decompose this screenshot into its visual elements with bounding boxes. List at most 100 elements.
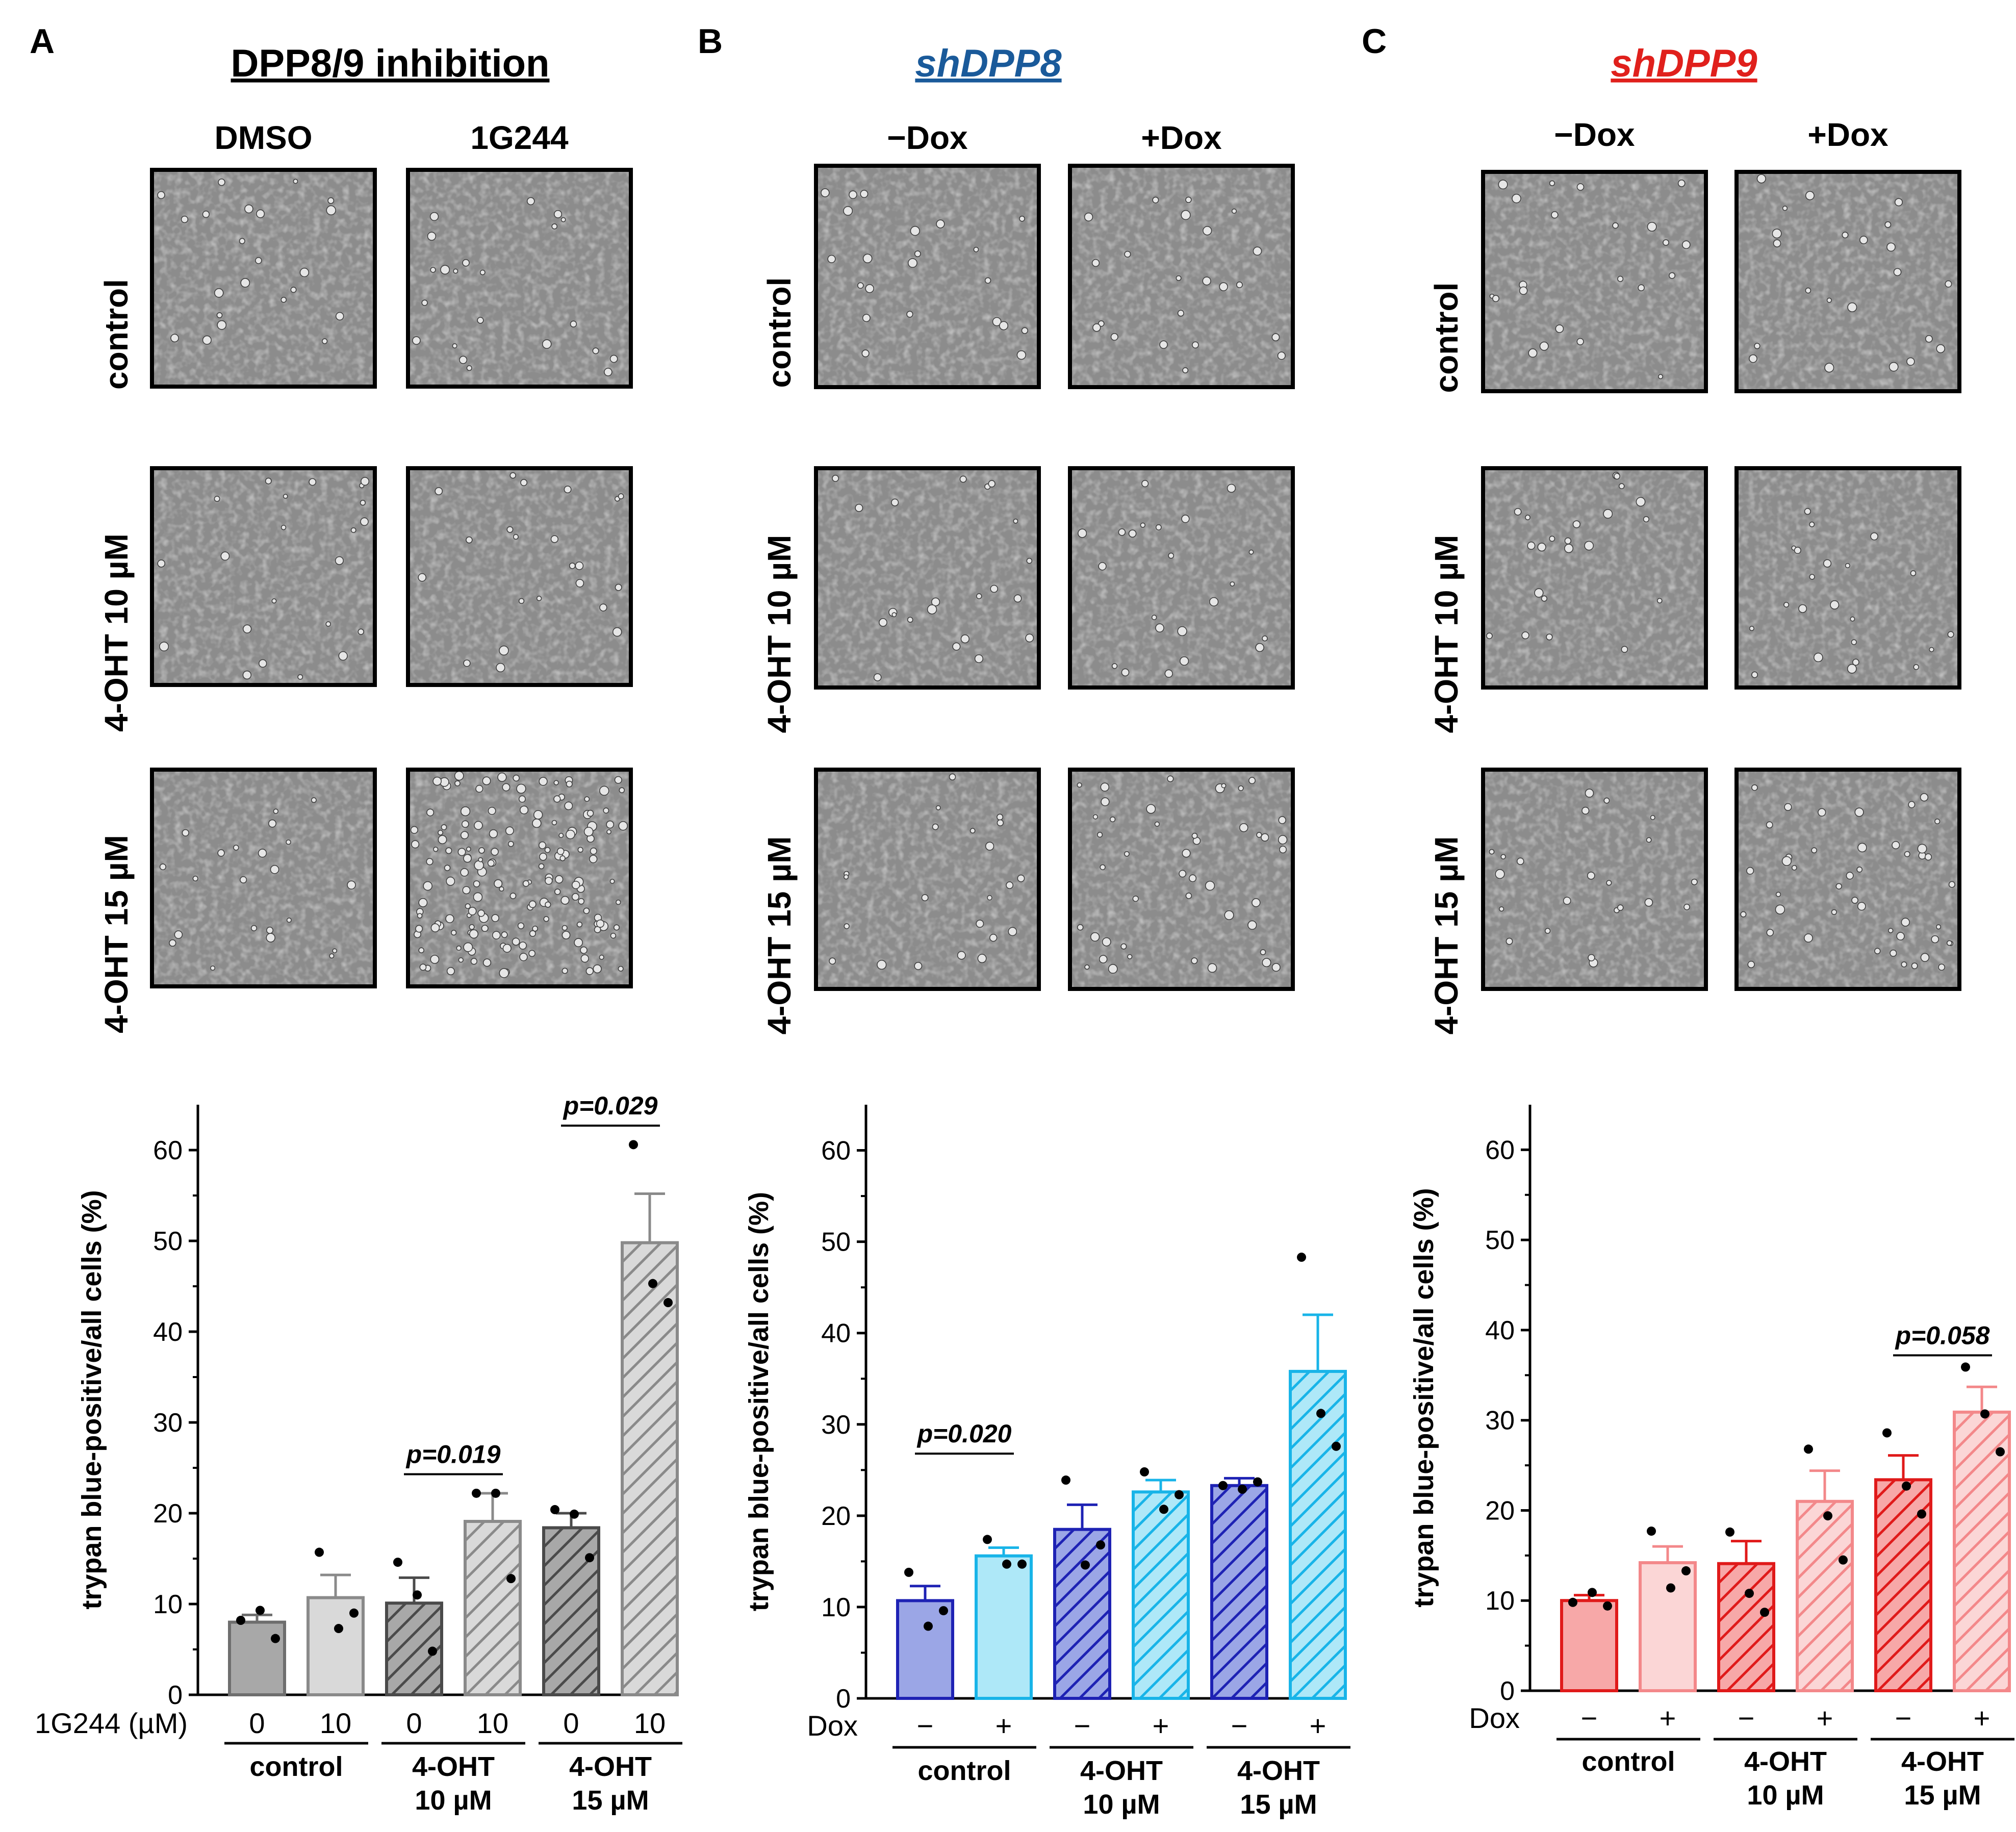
cell xyxy=(1091,259,1100,267)
cell xyxy=(1929,647,1934,652)
hatch-line xyxy=(1055,1569,1110,1629)
cell xyxy=(619,787,625,794)
cell xyxy=(1077,924,1084,931)
y-tick-label: 40 xyxy=(1485,1316,1515,1345)
cell xyxy=(433,847,439,852)
cell xyxy=(451,930,457,936)
cell xyxy=(1167,775,1174,782)
cell xyxy=(550,535,558,543)
cell xyxy=(446,967,455,976)
cell xyxy=(1127,954,1133,959)
hatch-line xyxy=(1876,1558,1931,1617)
data-point xyxy=(491,1488,500,1498)
group-label: 10 µM xyxy=(1083,1789,1160,1820)
micrograph xyxy=(150,168,377,389)
data-point xyxy=(1159,1505,1168,1514)
data-point xyxy=(648,1279,657,1288)
cell xyxy=(1248,549,1254,555)
cell xyxy=(1805,287,1811,294)
cell xyxy=(202,335,212,345)
micrograph-texture xyxy=(152,468,375,685)
data-point xyxy=(315,1547,324,1557)
cell xyxy=(1191,957,1198,964)
cell xyxy=(585,967,594,975)
x-tick-label: − xyxy=(917,1710,934,1742)
hatch-line xyxy=(1719,1604,1774,1663)
cell xyxy=(914,250,921,258)
cell xyxy=(1772,228,1782,239)
cell xyxy=(159,642,169,652)
cell xyxy=(1587,872,1595,880)
data-point xyxy=(585,1553,594,1563)
hatch-line xyxy=(1719,1623,1774,1682)
cell xyxy=(1151,615,1157,620)
data-point xyxy=(550,1505,559,1514)
micrograph-texture xyxy=(816,468,1039,688)
cell xyxy=(457,848,466,856)
hatch-line xyxy=(622,1477,677,1536)
cell xyxy=(460,868,469,877)
cell xyxy=(446,876,455,886)
cell xyxy=(1191,832,1198,839)
cell xyxy=(1669,272,1676,279)
hatch-line xyxy=(622,1418,677,1478)
hatch-line xyxy=(1212,1584,1267,1643)
cell xyxy=(907,617,913,623)
cell xyxy=(1512,193,1521,203)
cell xyxy=(1527,541,1536,550)
cell xyxy=(1118,528,1126,536)
group-label: 15 µM xyxy=(572,1785,649,1816)
cell xyxy=(988,480,996,488)
cell xyxy=(560,217,566,222)
cell xyxy=(214,496,220,502)
data-point xyxy=(1140,1467,1149,1477)
cell xyxy=(860,190,869,198)
cell xyxy=(461,820,469,828)
cell xyxy=(1026,557,1033,564)
cell xyxy=(290,287,297,293)
data-point xyxy=(1096,1540,1105,1550)
cell xyxy=(1824,363,1834,373)
panel-labels-layer: A DPP8/9 inhibition DMSO 1G244 control 4-OHT … xyxy=(30,22,1889,1034)
cell xyxy=(502,783,511,792)
micrograph xyxy=(1481,768,1708,991)
cell xyxy=(220,551,230,561)
cell xyxy=(1100,782,1110,792)
cell xyxy=(489,829,498,838)
hatch-line xyxy=(544,1529,599,1588)
x-tick-label: + xyxy=(1310,1710,1326,1742)
panel-title: DPP8/9 inhibition xyxy=(231,42,550,85)
hatch-line xyxy=(1290,1372,1345,1432)
cell xyxy=(1756,174,1766,184)
micrograph-texture xyxy=(1070,468,1293,688)
data-point xyxy=(256,1606,265,1615)
cell xyxy=(1851,639,1857,645)
cell xyxy=(1920,793,1929,802)
cell xyxy=(544,847,551,853)
data-point xyxy=(1081,1560,1090,1570)
hatch-line xyxy=(1876,1480,1896,1501)
cell xyxy=(157,559,165,568)
cell xyxy=(1874,948,1881,954)
cell xyxy=(463,942,473,952)
bar xyxy=(1562,1600,1617,1691)
hatch-line xyxy=(1954,1452,2009,1511)
cell xyxy=(927,604,937,615)
cell xyxy=(1804,933,1813,943)
y-tick-label: 20 xyxy=(153,1499,183,1529)
cell xyxy=(936,219,945,228)
cell xyxy=(335,312,344,321)
cell xyxy=(997,813,1004,821)
hatch-line xyxy=(622,1573,677,1633)
cell xyxy=(1013,594,1022,603)
cell xyxy=(1227,484,1236,493)
cell xyxy=(1102,937,1111,947)
cell xyxy=(613,924,620,931)
cell xyxy=(553,780,559,785)
panel-title: shDPP9 xyxy=(1611,42,1757,85)
micrograph xyxy=(406,168,633,389)
cell xyxy=(1489,849,1495,855)
micrograph xyxy=(814,164,1041,389)
cell xyxy=(1920,953,1930,962)
cell xyxy=(973,246,979,252)
